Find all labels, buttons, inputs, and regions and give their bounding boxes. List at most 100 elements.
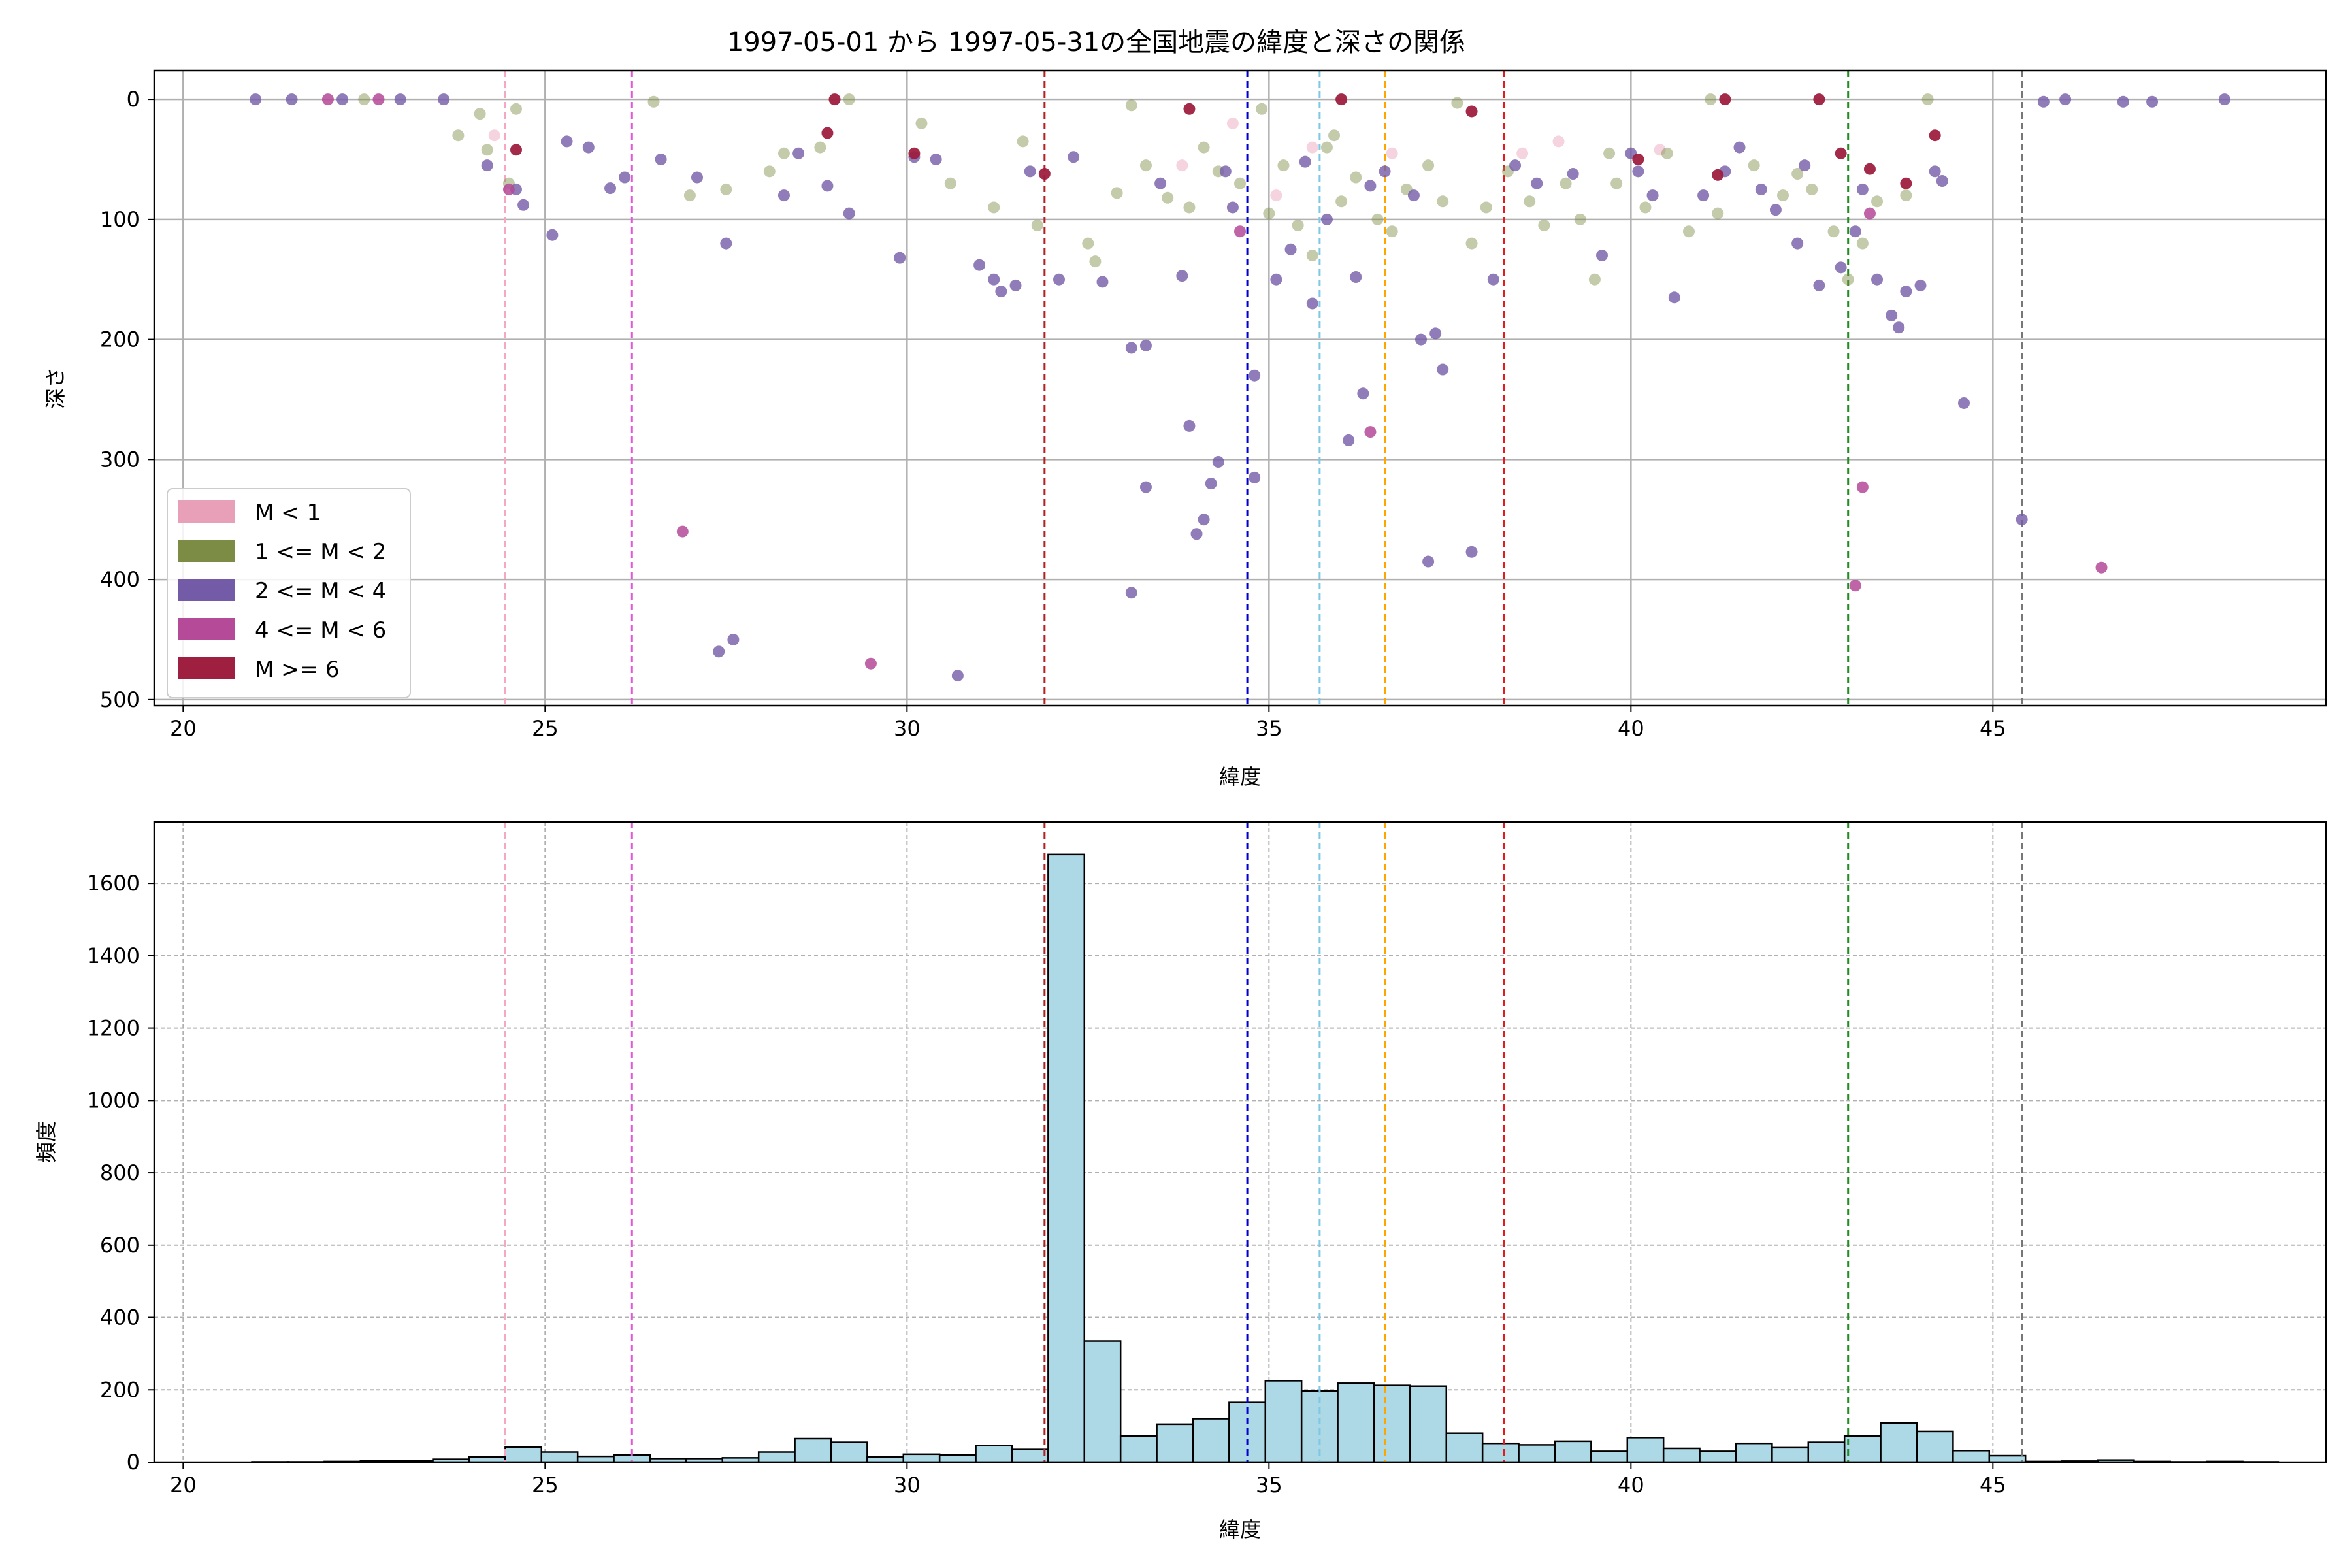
- scatter-point: [1777, 189, 1789, 202]
- scatter-point: [995, 286, 1007, 298]
- scatter-point: [1856, 481, 1869, 493]
- scatter-point: [1552, 135, 1565, 148]
- scatter-point: [1863, 163, 1876, 175]
- scatter-point: [1893, 321, 1905, 334]
- histogram-bar: [1952, 1450, 1991, 1463]
- scatter-point: [2117, 95, 2129, 108]
- scatter-point: [1038, 168, 1051, 180]
- scatter-point: [792, 147, 805, 159]
- histogram-bar: [1047, 853, 1086, 1463]
- scatter-point: [1306, 141, 1318, 154]
- scatter-point: [1661, 147, 1673, 159]
- histogram-bar: [1662, 1447, 1701, 1463]
- scatter-point: [1386, 225, 1398, 238]
- scatter-point: [1849, 580, 1861, 592]
- histogram-y-tick-label: 0: [127, 1450, 140, 1475]
- scatter-point: [777, 147, 790, 159]
- scatter-point: [1270, 189, 1282, 202]
- scatter-x-axis-label: 緯度: [1219, 764, 1261, 789]
- legend-label: M < 1: [255, 500, 321, 526]
- scatter-point: [1827, 225, 1840, 238]
- histogram-y-ticks: 0 200 400 600 800 1000 1200 1400 1600: [87, 871, 154, 1475]
- scatter-point: [1437, 195, 1449, 208]
- scatter-point: [973, 259, 986, 271]
- scatter-grid: [154, 71, 2326, 706]
- histogram-bar: [1916, 1430, 1954, 1463]
- scatter-y-tick-label: 100: [100, 207, 140, 232]
- histogram-bar: [1518, 1444, 1556, 1463]
- scatter-point: [1429, 327, 1442, 340]
- scatter-point: [691, 171, 703, 184]
- scatter-plot-frame: [153, 69, 2327, 707]
- scatter-point: [1017, 135, 1029, 148]
- scatter-y-tick-label: 300: [100, 447, 140, 472]
- scatter-point: [1270, 273, 1282, 286]
- histogram-bar: [1373, 1384, 1411, 1463]
- scatter-point: [1682, 225, 1695, 238]
- scatter-point: [1096, 276, 1109, 288]
- scatter-point: [821, 180, 834, 192]
- scatter-point: [1465, 105, 1478, 118]
- histogram-bar: [1699, 1450, 1737, 1463]
- scatter-point: [713, 645, 725, 658]
- scatter-point: [474, 108, 486, 120]
- scatter-point: [1465, 237, 1478, 250]
- scatter-point: [546, 229, 559, 241]
- scatter-point: [2059, 93, 2072, 106]
- histogram-bar: [794, 1437, 832, 1463]
- scatter-point: [1357, 387, 1369, 400]
- scatter-point: [676, 525, 689, 538]
- scatter-point: [727, 633, 740, 645]
- scatter-point: [1299, 155, 1311, 168]
- histogram-x-axis-label: 緯度: [1219, 1517, 1261, 1542]
- scatter-point: [1139, 339, 1152, 351]
- scatter-point: [683, 189, 696, 202]
- histogram-bar: [757, 1451, 796, 1463]
- histogram-bar: [1590, 1450, 1629, 1463]
- scatter-point: [1712, 207, 1724, 220]
- scatter-point: [908, 147, 921, 159]
- scatter-point: [1632, 165, 1644, 178]
- scatter-point: [1610, 177, 1623, 189]
- scatter-point: [1031, 220, 1043, 232]
- scatter-point: [561, 135, 573, 148]
- scatter-point: [1748, 159, 1760, 172]
- scatter-point: [336, 93, 349, 106]
- scatter-point: [321, 93, 334, 106]
- scatter-x-tick-label: 30: [894, 716, 921, 741]
- scatter-y-axis-label: 深さ: [43, 367, 68, 409]
- scatter-point: [1813, 93, 1825, 106]
- scatter-point: [1422, 159, 1435, 172]
- scatter-point: [1364, 180, 1377, 192]
- scatter-point: [510, 144, 522, 156]
- scatter-point: [1154, 177, 1167, 189]
- scatter-point: [1306, 249, 1318, 261]
- scatter-x-tick-label: 40: [1618, 716, 1644, 741]
- scatter-point: [1263, 207, 1275, 220]
- scatter-point: [1516, 147, 1529, 159]
- scatter-point: [988, 201, 1000, 214]
- scatter-point: [2095, 561, 2108, 574]
- legend-swatch: [178, 657, 235, 679]
- scatter-point: [1139, 481, 1152, 493]
- scatter-point: [372, 93, 385, 106]
- histogram-x-tick-label: 25: [532, 1473, 559, 1497]
- scatter-point: [894, 252, 906, 264]
- scatter-y-ticks: 0 100 200 300 400 500: [100, 87, 154, 712]
- scatter-point: [1422, 555, 1435, 568]
- scatter-point: [1524, 195, 1536, 208]
- scatter-point: [1335, 93, 1348, 106]
- histogram-panel: 20 25 30 35 40 45 0 200 400 600 800 1000 1200 1400 16…: [34, 821, 2327, 1542]
- histogram-bar: [1880, 1422, 1918, 1463]
- histogram-x-tick-label: 20: [170, 1473, 197, 1497]
- histogram-y-tick-label: 1400: [87, 943, 140, 968]
- scatter-point: [1226, 117, 1239, 129]
- scatter-point: [250, 93, 262, 106]
- scatter-legend: M < 1 1 <= M < 2 2 <= M < 4 4 <= M < 6 M >= …: [167, 488, 411, 698]
- scatter-point: [1176, 159, 1188, 172]
- scatter-x-tick-label: 20: [170, 716, 197, 741]
- scatter-point: [1921, 93, 1934, 106]
- scatter-point: [1125, 342, 1137, 354]
- scatter-point: [1320, 213, 1333, 225]
- histogram-y-tick-label: 1600: [87, 871, 140, 896]
